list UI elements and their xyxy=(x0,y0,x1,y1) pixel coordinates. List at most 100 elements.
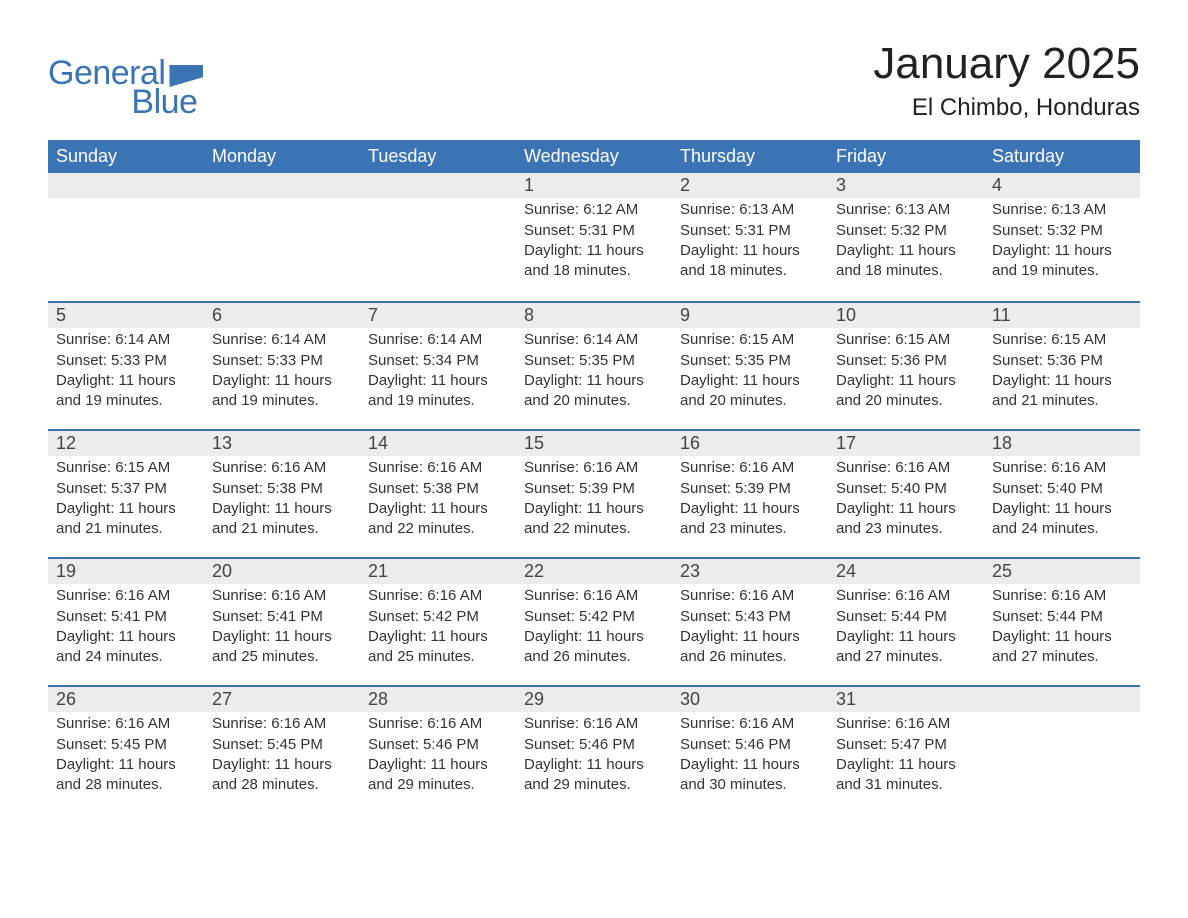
day-number: 4 xyxy=(984,173,1140,198)
calendar-head: SundayMondayTuesdayWednesdayThursdayFrid… xyxy=(48,140,1140,173)
sunrise-text: Sunrise: 6:16 AM xyxy=(524,714,664,734)
sunrise-text: Sunrise: 6:16 AM xyxy=(992,458,1132,478)
daylight-text: Daylight: 11 hours and 25 minutes. xyxy=(212,627,352,668)
day-content: Sunrise: 6:15 AMSunset: 5:35 PMDaylight:… xyxy=(672,328,828,425)
sunrise-text: Sunrise: 6:16 AM xyxy=(212,586,352,606)
sunset-text: Sunset: 5:35 PM xyxy=(524,351,664,371)
sunset-text: Sunset: 5:38 PM xyxy=(212,479,352,499)
calendar-week-row: 1Sunrise: 6:12 AMSunset: 5:31 PMDaylight… xyxy=(48,173,1140,301)
sunrise-text: Sunrise: 6:16 AM xyxy=(56,714,196,734)
daylight-text: Daylight: 11 hours and 19 minutes. xyxy=(212,371,352,412)
day-number: 10 xyxy=(828,301,984,328)
brand-text-blue: Blue xyxy=(131,83,197,122)
sunrise-text: Sunrise: 6:16 AM xyxy=(212,714,352,734)
weekday-header: Saturday xyxy=(984,140,1140,173)
calendar-cell: 13Sunrise: 6:16 AMSunset: 5:38 PMDayligh… xyxy=(204,429,360,557)
daylight-text: Daylight: 11 hours and 18 minutes. xyxy=(524,241,664,282)
calendar-table: SundayMondayTuesdayWednesdayThursdayFrid… xyxy=(48,140,1140,813)
day-content: Sunrise: 6:15 AMSunset: 5:36 PMDaylight:… xyxy=(984,328,1140,425)
day-number: 18 xyxy=(984,429,1140,456)
day-content xyxy=(204,198,360,301)
sunset-text: Sunset: 5:31 PM xyxy=(680,221,820,241)
sunrise-text: Sunrise: 6:12 AM xyxy=(524,200,664,220)
day-content: Sunrise: 6:16 AMSunset: 5:45 PMDaylight:… xyxy=(48,712,204,809)
sunset-text: Sunset: 5:32 PM xyxy=(992,221,1132,241)
calendar-week-row: 26Sunrise: 6:16 AMSunset: 5:45 PMDayligh… xyxy=(48,685,1140,813)
daylight-text: Daylight: 11 hours and 21 minutes. xyxy=(992,371,1132,412)
day-number: 11 xyxy=(984,301,1140,328)
sunrise-text: Sunrise: 6:16 AM xyxy=(836,586,976,606)
daylight-text: Daylight: 11 hours and 29 minutes. xyxy=(524,755,664,796)
day-content: Sunrise: 6:15 AMSunset: 5:37 PMDaylight:… xyxy=(48,456,204,553)
day-number: 27 xyxy=(204,685,360,712)
daylight-text: Daylight: 11 hours and 23 minutes. xyxy=(680,499,820,540)
sunset-text: Sunset: 5:31 PM xyxy=(524,221,664,241)
day-number: 6 xyxy=(204,301,360,328)
sunset-text: Sunset: 5:46 PM xyxy=(680,735,820,755)
sunset-text: Sunset: 5:46 PM xyxy=(368,735,508,755)
day-content: Sunrise: 6:14 AMSunset: 5:33 PMDaylight:… xyxy=(48,328,204,425)
day-number xyxy=(984,685,1140,712)
weekday-header: Sunday xyxy=(48,140,204,173)
sunset-text: Sunset: 5:44 PM xyxy=(992,607,1132,627)
day-content: Sunrise: 6:16 AMSunset: 5:44 PMDaylight:… xyxy=(828,584,984,681)
calendar-cell: 11Sunrise: 6:15 AMSunset: 5:36 PMDayligh… xyxy=(984,301,1140,429)
calendar-week-row: 19Sunrise: 6:16 AMSunset: 5:41 PMDayligh… xyxy=(48,557,1140,685)
sunset-text: Sunset: 5:40 PM xyxy=(836,479,976,499)
day-content: Sunrise: 6:16 AMSunset: 5:43 PMDaylight:… xyxy=(672,584,828,681)
day-number: 24 xyxy=(828,557,984,584)
day-number: 9 xyxy=(672,301,828,328)
day-content xyxy=(48,198,204,301)
weekday-header: Tuesday xyxy=(360,140,516,173)
month-title: January 2025 xyxy=(873,40,1140,88)
daylight-text: Daylight: 11 hours and 20 minutes. xyxy=(836,371,976,412)
sunrise-text: Sunrise: 6:14 AM xyxy=(56,330,196,350)
daylight-text: Daylight: 11 hours and 30 minutes. xyxy=(680,755,820,796)
calendar-cell: 26Sunrise: 6:16 AMSunset: 5:45 PMDayligh… xyxy=(48,685,204,813)
calendar-cell xyxy=(360,173,516,301)
sunrise-text: Sunrise: 6:16 AM xyxy=(680,458,820,478)
sunset-text: Sunset: 5:40 PM xyxy=(992,479,1132,499)
day-number: 7 xyxy=(360,301,516,328)
calendar-cell: 23Sunrise: 6:16 AMSunset: 5:43 PMDayligh… xyxy=(672,557,828,685)
sunset-text: Sunset: 5:41 PM xyxy=(56,607,196,627)
day-content: Sunrise: 6:16 AMSunset: 5:44 PMDaylight:… xyxy=(984,584,1140,681)
calendar-cell: 17Sunrise: 6:16 AMSunset: 5:40 PMDayligh… xyxy=(828,429,984,557)
day-number: 21 xyxy=(360,557,516,584)
day-content: Sunrise: 6:16 AMSunset: 5:47 PMDaylight:… xyxy=(828,712,984,809)
calendar-cell: 8Sunrise: 6:14 AMSunset: 5:35 PMDaylight… xyxy=(516,301,672,429)
day-content: Sunrise: 6:16 AMSunset: 5:46 PMDaylight:… xyxy=(672,712,828,809)
sunrise-text: Sunrise: 6:16 AM xyxy=(680,714,820,734)
day-number: 20 xyxy=(204,557,360,584)
day-number: 1 xyxy=(516,173,672,198)
sunset-text: Sunset: 5:41 PM xyxy=(212,607,352,627)
day-number: 31 xyxy=(828,685,984,712)
calendar-week-row: 5Sunrise: 6:14 AMSunset: 5:33 PMDaylight… xyxy=(48,301,1140,429)
day-content: Sunrise: 6:16 AMSunset: 5:42 PMDaylight:… xyxy=(516,584,672,681)
sunset-text: Sunset: 5:33 PM xyxy=(56,351,196,371)
day-number: 29 xyxy=(516,685,672,712)
calendar-cell xyxy=(204,173,360,301)
daylight-text: Daylight: 11 hours and 21 minutes. xyxy=(212,499,352,540)
sunset-text: Sunset: 5:33 PM xyxy=(212,351,352,371)
day-number: 8 xyxy=(516,301,672,328)
sunset-text: Sunset: 5:38 PM xyxy=(368,479,508,499)
sunrise-text: Sunrise: 6:16 AM xyxy=(212,458,352,478)
calendar-week-row: 12Sunrise: 6:15 AMSunset: 5:37 PMDayligh… xyxy=(48,429,1140,557)
sunset-text: Sunset: 5:39 PM xyxy=(524,479,664,499)
daylight-text: Daylight: 11 hours and 21 minutes. xyxy=(56,499,196,540)
daylight-text: Daylight: 11 hours and 18 minutes. xyxy=(836,241,976,282)
day-number: 15 xyxy=(516,429,672,456)
calendar-cell xyxy=(48,173,204,301)
calendar-cell: 14Sunrise: 6:16 AMSunset: 5:38 PMDayligh… xyxy=(360,429,516,557)
calendar-cell: 28Sunrise: 6:16 AMSunset: 5:46 PMDayligh… xyxy=(360,685,516,813)
daylight-text: Daylight: 11 hours and 24 minutes. xyxy=(56,627,196,668)
day-content xyxy=(984,712,1140,813)
sunset-text: Sunset: 5:43 PM xyxy=(680,607,820,627)
sunset-text: Sunset: 5:39 PM xyxy=(680,479,820,499)
calendar-cell: 30Sunrise: 6:16 AMSunset: 5:46 PMDayligh… xyxy=(672,685,828,813)
day-content: Sunrise: 6:16 AMSunset: 5:38 PMDaylight:… xyxy=(360,456,516,553)
sunset-text: Sunset: 5:46 PM xyxy=(524,735,664,755)
sunrise-text: Sunrise: 6:16 AM xyxy=(368,714,508,734)
title-block: January 2025 El Chimbo, Honduras xyxy=(873,40,1140,122)
